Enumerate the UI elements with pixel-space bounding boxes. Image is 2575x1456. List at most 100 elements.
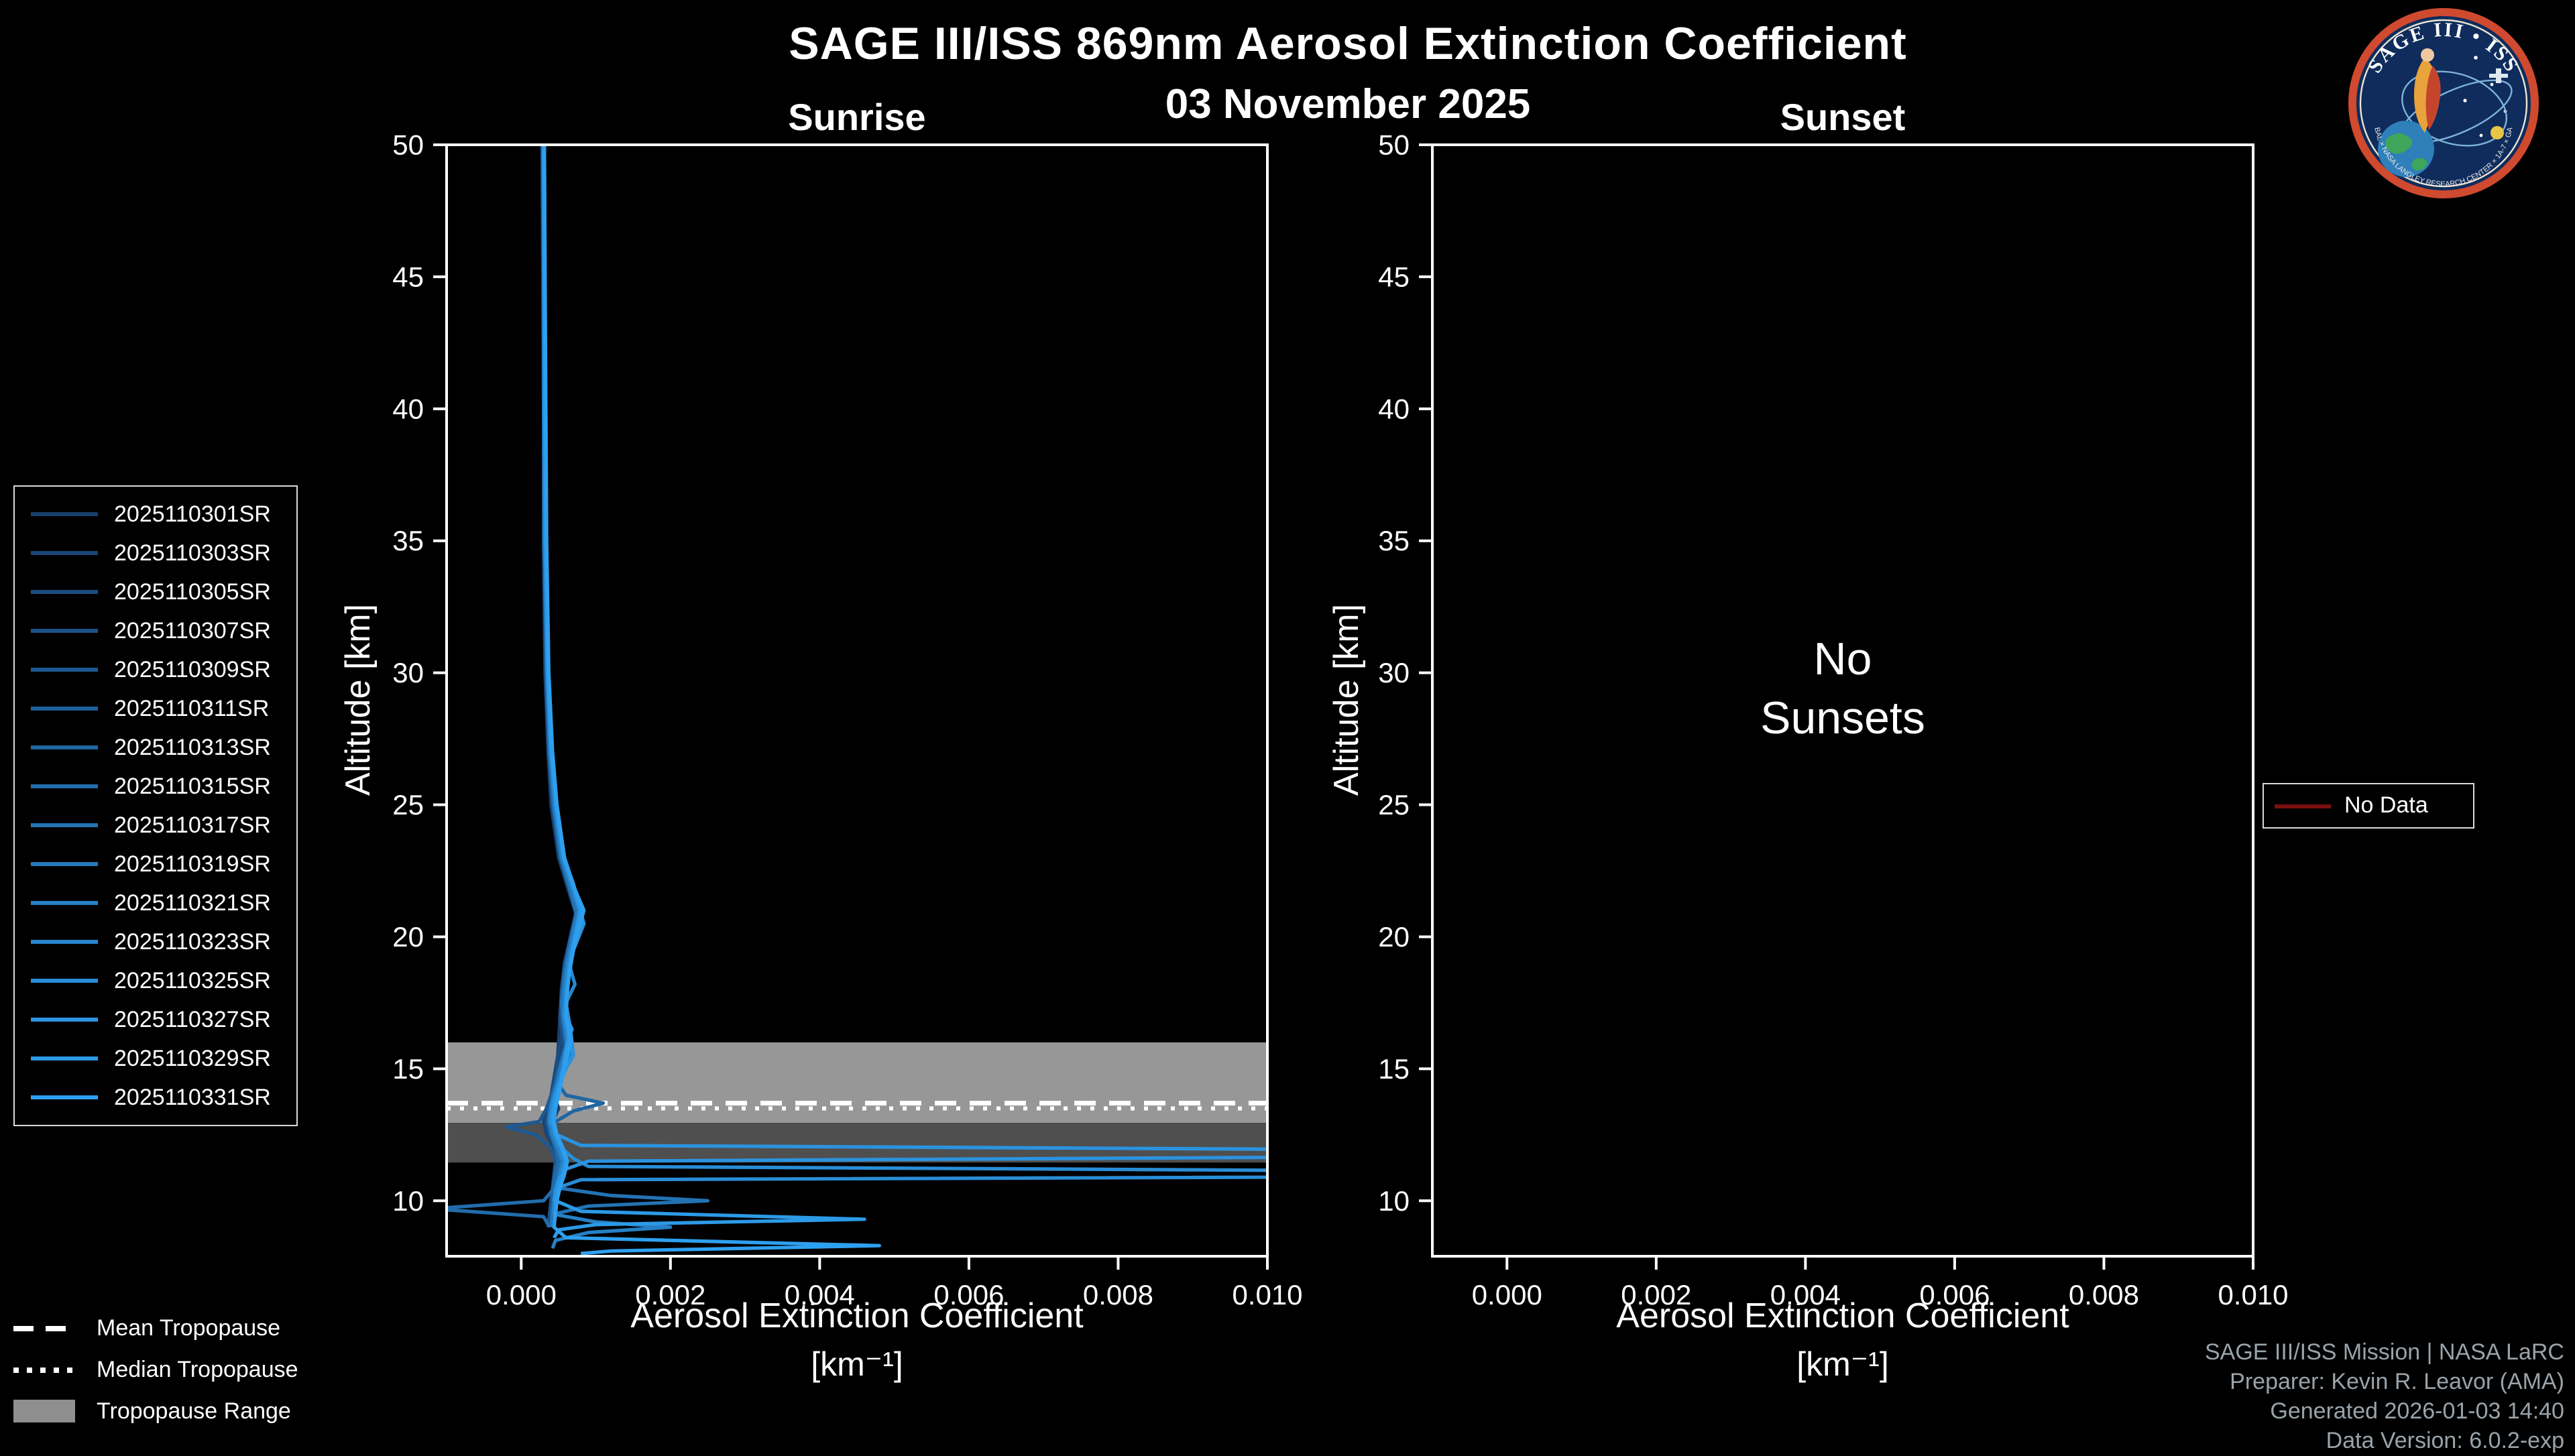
logo-inner-ring <box>2359 19 2528 188</box>
x-tick-label: 0.006 <box>1919 1279 1990 1311</box>
median-tropopause-legend-item: Median Tropopause <box>13 1349 298 1390</box>
y-tick-label: 40 <box>392 393 424 424</box>
logo-planet-icon <box>2491 126 2504 139</box>
x-axis-units: [km⁻¹] <box>811 1346 903 1384</box>
credits-block: SAGE III/ISS Mission | NASA LaRC Prepare… <box>2205 1338 2564 1456</box>
x-tick-label: 0.002 <box>635 1279 705 1311</box>
legend-series-label: 2025110301SR <box>114 501 271 526</box>
sunset-panel-title: Sunset <box>1780 97 1906 138</box>
y-tick-label: 20 <box>1378 921 1410 953</box>
x-tick-label: 0.004 <box>785 1279 855 1311</box>
dashed-line-sample <box>13 1325 75 1331</box>
x-tick-label: 0.000 <box>1472 1279 1542 1311</box>
legend-series-item: 2025110323SR <box>15 922 296 961</box>
sunrise-plot-frame <box>445 143 1269 1258</box>
y-tick-label: 30 <box>1378 657 1410 688</box>
no-sunsets-message: No Sunsets <box>1760 634 1925 744</box>
x-axis-label-text: Aerosol Extinction Coefficient <box>630 1295 1084 1335</box>
series-legend: 2025110301SR 2025110303SR 2025110305SR 2025… <box>13 485 298 1126</box>
legend-series-label: 2025110307SR <box>114 617 271 643</box>
legend-series-label: 2025110309SR <box>114 656 271 682</box>
y-tick-label: 35 <box>392 525 424 556</box>
y-tick-label: 15 <box>1378 1053 1410 1085</box>
x-tick-label: 0.010 <box>2218 1279 2288 1311</box>
legend-series-line-sample <box>31 1056 98 1060</box>
sunrise-y-axis-label: Altitude [km] <box>337 603 378 796</box>
gray-band-sample <box>13 1400 75 1422</box>
sunset-x-axis-label: Aerosol Extinction Coefficient [km⁻¹] <box>1432 1295 2253 1385</box>
legend-series-item: 2025110331SR <box>15 1078 296 1117</box>
legend-series-label: 2025110331SR <box>114 1084 271 1109</box>
legend-series-item: 2025110305SR <box>15 572 296 611</box>
legend-series-label: 2025110303SR <box>114 540 271 565</box>
legend-series-line-sample <box>31 512 98 516</box>
preparer-credit: Preparer: Kevin R. Leavor (AMA) <box>2230 1369 2564 1394</box>
legend-series-item: 2025110325SR <box>15 961 296 1000</box>
y-tick-label: 10 <box>1378 1185 1410 1217</box>
legend-series-item: 2025110321SR <box>15 884 296 922</box>
x-tick-label: 0.006 <box>933 1279 1004 1311</box>
legend-series-label: 2025110313SR <box>114 734 271 760</box>
legend-series-line-sample <box>31 551 98 555</box>
x-tick-label: 0.004 <box>1770 1279 1841 1311</box>
dotted-line-sample <box>13 1367 75 1372</box>
legend-series-item: 2025110315SR <box>15 767 296 806</box>
legend-series-line-sample <box>31 629 98 633</box>
logo-earth-icon <box>2378 121 2434 177</box>
y-tick-label: 15 <box>392 1053 424 1085</box>
x-axis-units: [km⁻¹] <box>1796 1346 1889 1384</box>
y-tick-label: 40 <box>1378 393 1410 424</box>
no-data-legend: No Data <box>2263 783 2474 829</box>
legend-series-item: 2025110309SR <box>15 650 296 689</box>
legend-series-item: 2025110319SR <box>15 845 296 884</box>
legend-series-item: 2025110329SR <box>15 1039 296 1078</box>
y-tick-label: 25 <box>392 789 424 821</box>
legend-series-line-sample <box>31 823 98 827</box>
legend-series-label: 2025110329SR <box>114 1045 271 1071</box>
legend-series-label: 2025110321SR <box>114 890 271 915</box>
legend-series-item: 2025110311SR <box>15 689 296 728</box>
legend-series-item: 2025110317SR <box>15 806 296 845</box>
x-axis-label-text: Aerosol Extinction Coefficient <box>1616 1295 2069 1335</box>
y-tick-label: 50 <box>392 129 424 161</box>
figure-date: 03 November 2025 <box>1165 80 1531 127</box>
legend-series-label: 2025110327SR <box>114 1006 271 1032</box>
x-tick-label: 0.008 <box>2069 1279 2139 1311</box>
legend-series-item: 2025110327SR <box>15 1000 296 1039</box>
x-tick-label: 0.002 <box>1621 1279 1691 1311</box>
legend-series-line-sample <box>31 707 98 711</box>
mission-credit: SAGE III/ISS Mission | NASA LaRC <box>2204 1339 2564 1365</box>
tropopause-legend: Mean Tropopause Median Tropopause Tropop… <box>13 1307 298 1432</box>
sage-iii-iss-logo: SAGE III • ISS BAL × NASA LANGLEY RESEAR… <box>2348 8 2539 198</box>
no-data-line-sample <box>2275 804 2331 808</box>
sunrise-panel-title: Sunrise <box>788 97 926 138</box>
logo-figure-icon <box>2414 48 2441 133</box>
x-tick-label: 0.010 <box>1232 1279 1302 1311</box>
y-tick-label: 45 <box>392 261 424 292</box>
y-tick-label: 10 <box>392 1185 424 1217</box>
y-tick-label: 45 <box>1378 261 1410 292</box>
y-tick-label: 35 <box>1378 525 1410 556</box>
y-tick-label: 50 <box>1378 129 1410 161</box>
logo-iss-icon <box>2489 68 2508 83</box>
y-tick-label: 20 <box>392 921 424 953</box>
legend-series-item: 2025110301SR <box>15 495 296 534</box>
legend-series-label: 2025110305SR <box>114 579 271 604</box>
y-tick-label: 25 <box>1378 789 1410 821</box>
legend-series-label: 2025110315SR <box>114 773 271 798</box>
legend-series-label: 2025110317SR <box>114 812 271 837</box>
legend-series-line-sample <box>31 590 98 594</box>
legend-series-item: 2025110303SR <box>15 534 296 572</box>
aerosol-profile-line <box>542 145 882 1256</box>
legend-series-line-sample <box>31 668 98 672</box>
x-tick-label: 0.008 <box>1083 1279 1153 1311</box>
mean-tropopause-legend-item: Mean Tropopause <box>13 1307 298 1349</box>
legend-series-label: 2025110319SR <box>114 851 271 876</box>
legend-series-label: 2025110323SR <box>114 928 271 954</box>
tropopause-range-legend-item: Tropopause Range <box>13 1390 298 1432</box>
legend-series-line-sample <box>31 940 98 944</box>
legend-series-label: 2025110325SR <box>114 967 271 993</box>
legend-series-line-sample <box>31 784 98 788</box>
